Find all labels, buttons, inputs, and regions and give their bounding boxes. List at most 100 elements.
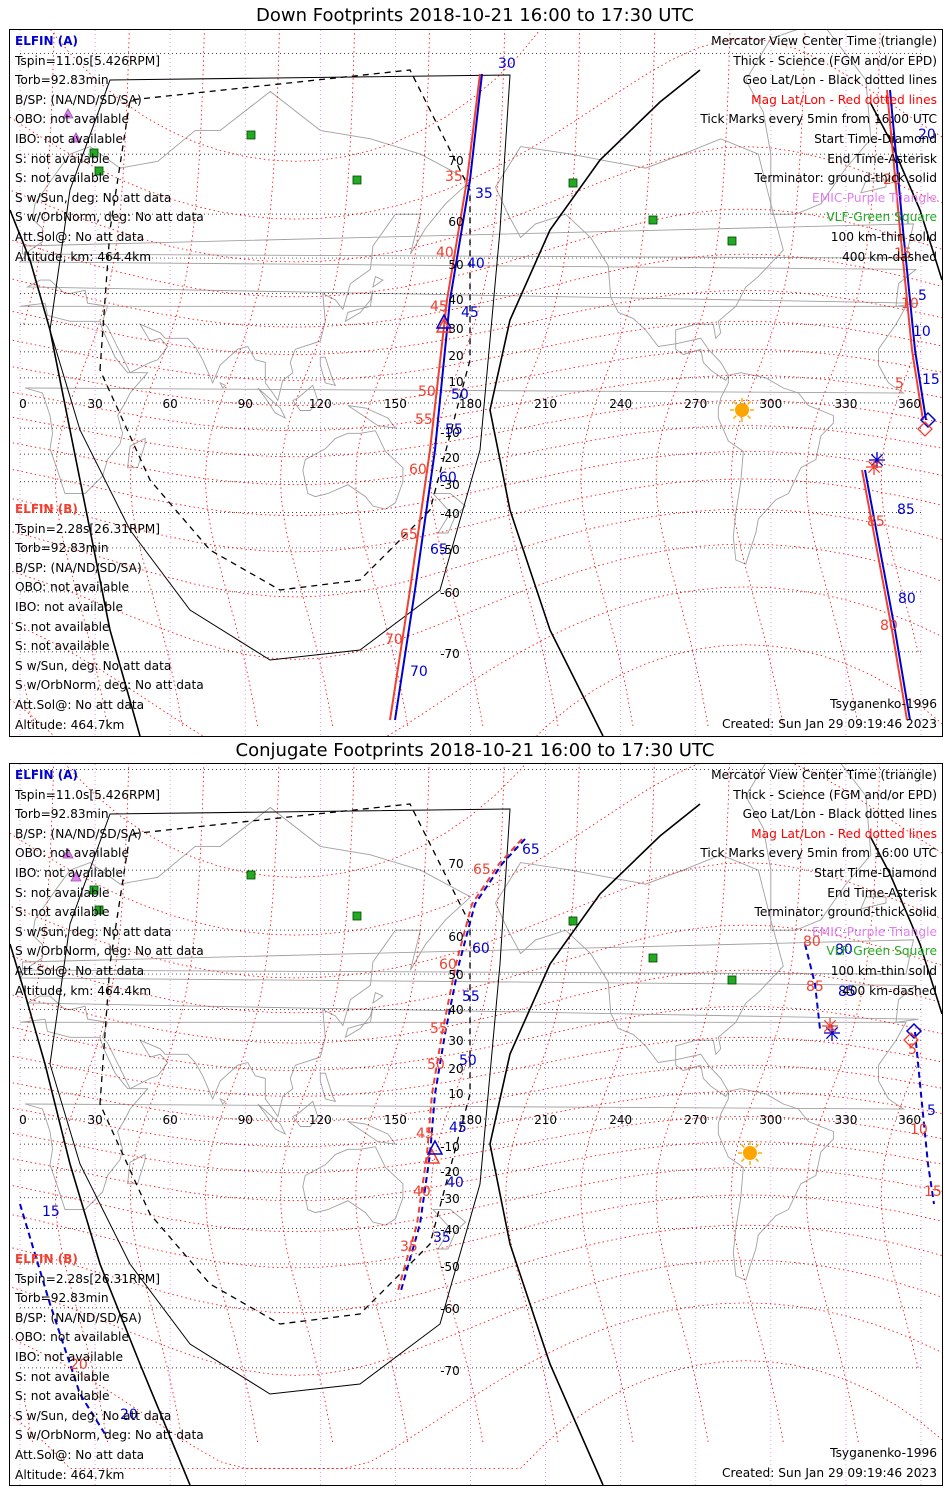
- mag-parallel: [10, 1005, 942, 1072]
- lat-label: 30: [448, 1034, 463, 1048]
- mag-meridian: [23, 764, 55, 1041]
- mag-parallel: [10, 969, 942, 1044]
- elfin-b-tick-label: 85: [806, 979, 824, 995]
- elfin-a-track: [399, 838, 526, 1295]
- lat-label: -60: [440, 1302, 460, 1316]
- vlf-station-square: [94, 166, 104, 176]
- mag-parallel: [10, 508, 942, 598]
- lat-label: -50: [440, 543, 460, 557]
- land-outline: [745, 764, 872, 931]
- lat-label: 20: [448, 349, 463, 363]
- down-footprints-map: 0 30 60 90 120 150 180 210 240 270 300 330 360 70 60 50…: [9, 29, 943, 737]
- mag-meridian: [730, 764, 805, 1443]
- lat-label: 40: [448, 293, 463, 307]
- land-outline: [860, 180, 887, 194]
- elfin-b-tick-label: 15: [924, 1184, 942, 1200]
- lon-label: 300: [759, 1113, 782, 1127]
- lon-label: 90: [238, 1113, 253, 1127]
- elfin-a-tick-label: 70: [410, 664, 428, 680]
- map-canvas: 0 30 60 90 120 150 180 210 240 270 300 330 360706050…: [10, 764, 942, 1485]
- elfin-b-center-triangle: [423, 1148, 441, 1164]
- elfin-a-track: [864, 469, 911, 721]
- lat-label: 10: [448, 375, 463, 389]
- elfin-b-tick-label: 55: [430, 1021, 448, 1037]
- elfin-a-tick-label: 80: [835, 942, 853, 958]
- elfin-a-center-triangle: [435, 313, 453, 329]
- sun-ray: [733, 401, 737, 405]
- mag-meridian: [580, 30, 656, 727]
- mag-meridian: [280, 30, 355, 727]
- elfin-b-tick-label: 60: [409, 462, 427, 478]
- end-asterisk: [825, 1026, 839, 1040]
- grid-labels: 0 30 60 90 120 150 180 210 240 270 300 330 360706050…: [19, 857, 921, 1378]
- mag-parallel: [10, 146, 942, 263]
- mag-parallel: [10, 320, 942, 381]
- vlf-station-square: [246, 870, 256, 880]
- emic-triangle: [62, 848, 74, 859]
- elfin-b-tick-label: 85: [867, 514, 885, 530]
- terminator-line: [869, 101, 942, 281]
- elfin-a-tick-label: 60: [439, 470, 457, 486]
- mag-parallel: [10, 1141, 942, 1202]
- mag-meridian: [880, 1051, 922, 1368]
- mag-parallel: [10, 289, 942, 356]
- mag-meridian: [23, 30, 55, 325]
- mag-parallel: [50, 30, 541, 162]
- lon-label: 60: [163, 1113, 178, 1127]
- mag-meridian: [580, 764, 655, 1443]
- lon-label: 270: [684, 397, 707, 411]
- land-outline: [257, 387, 287, 420]
- land-outlines: [19, 764, 919, 1281]
- land-outline: [19, 1018, 907, 1211]
- land-outline: [292, 1100, 319, 1127]
- sun-ray: [755, 1144, 759, 1148]
- land-outline: [717, 1088, 834, 1281]
- satellite-tracks: [19, 838, 935, 1435]
- end-asterisk: [867, 460, 881, 474]
- vlf-station-square: [648, 215, 658, 225]
- mag-meridian: [430, 764, 505, 1443]
- lat-label: -40: [440, 507, 460, 521]
- land-outline: [127, 1153, 146, 1185]
- vlf-station-square: [568, 178, 578, 188]
- lon-label: 30: [87, 397, 102, 411]
- lon-label: 240: [609, 1113, 632, 1127]
- conjugate-footprints-map: 0 30 60 90 120 150 180 210 240 270 300 330 360 70 60 50…: [9, 763, 943, 1486]
- land-outline: [745, 30, 872, 215]
- land-outline: [302, 1146, 404, 1226]
- lat-label: 50: [448, 258, 463, 272]
- elfin-b-tick-label: 15: [894, 246, 912, 262]
- mag-parallel: [10, 1259, 942, 1376]
- elfin-b-tick-label: 60: [439, 957, 457, 973]
- lon-label: 300: [759, 397, 782, 411]
- elfin-b-track: [861, 469, 908, 721]
- land-outline: [257, 1103, 287, 1136]
- sun-ray: [755, 1158, 759, 1162]
- land-outline: [372, 275, 384, 289]
- mag-meridian: [505, 764, 580, 1443]
- sun-ray: [733, 415, 737, 419]
- vlf-stations: [62, 108, 737, 246]
- elfin-a-track: [914, 1031, 935, 1205]
- elfin-a-tick-label: 35: [475, 186, 493, 202]
- mag-meridian: [355, 30, 431, 727]
- elfin-b-tick-label: 10: [910, 1122, 928, 1138]
- elfin-a-tick-label: 20: [120, 1407, 138, 1423]
- land-outline: [19, 302, 907, 495]
- lat-label: 10: [448, 1087, 463, 1101]
- mag-meridian: [130, 764, 205, 1443]
- elfin-a-tick-label: 85: [838, 984, 856, 1000]
- sun-icon: [735, 403, 749, 417]
- elfin-a-tick-label: 10: [913, 324, 931, 340]
- end-asterisk: [823, 1019, 837, 1033]
- lat-label: 20: [448, 1062, 463, 1076]
- mag-meridian: [205, 30, 280, 727]
- terminator-line: [489, 69, 701, 736]
- land-outline: [219, 381, 226, 389]
- vlf-station-square: [94, 905, 104, 915]
- lat-label: -10: [440, 1140, 460, 1154]
- emic-triangle: [70, 132, 82, 143]
- elfin-b-tick-label: 5: [908, 1042, 917, 1058]
- terminator-line: [489, 803, 701, 1485]
- end-asterisk: [870, 453, 884, 467]
